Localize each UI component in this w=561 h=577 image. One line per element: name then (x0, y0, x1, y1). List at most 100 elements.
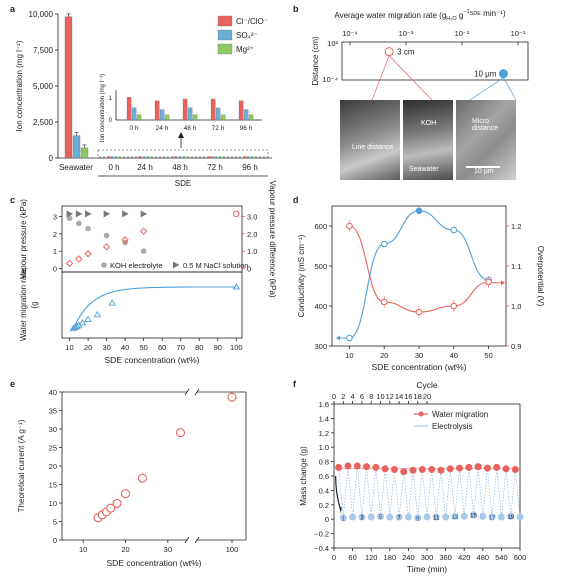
xtick2-label-f: 14 (395, 392, 403, 401)
inset-xtick-label: 96 h (240, 125, 253, 132)
xtick-label-e: 100 (226, 545, 239, 554)
inset-bar (126, 97, 132, 121)
ytick-label-f: 0.2 (319, 501, 329, 510)
xtick-label-f: 600 (514, 553, 527, 562)
xtick-label-a: 48 h (172, 163, 188, 172)
ytick-label-f: 1.2 (319, 429, 329, 438)
bar-seawater-1 (72, 135, 81, 159)
ylabel-f: Mass change (g) (299, 446, 308, 506)
xtick-label-f: 120 (365, 553, 378, 562)
point-label-b: 10 μm (474, 70, 497, 79)
point-koh (103, 232, 110, 239)
photo-label-micro-distance: Micro distance (472, 118, 499, 132)
xtick-label-f: 360 (439, 553, 452, 562)
cycle-number-label: 7 (397, 516, 401, 522)
point-water-migration (483, 464, 491, 472)
legend-marker-koh (101, 262, 107, 268)
point-conductivity (346, 334, 353, 342)
panel-label-b: b (293, 4, 299, 14)
point-water-migration (372, 463, 380, 471)
connector-b (371, 55, 390, 101)
legend-swatch-a (217, 43, 233, 55)
point-migration-rate (84, 315, 92, 322)
point-water-migration (344, 462, 352, 470)
xtick2-label-f: 10 (376, 392, 384, 401)
inset-bar (187, 107, 193, 121)
xtick2-label-f: 20 (423, 392, 431, 401)
point-diff (75, 255, 83, 263)
ytick-label-a: 10,000 (29, 10, 54, 19)
point-migration-rate (78, 319, 87, 326)
point-migration-rate (73, 322, 81, 329)
point-water-migration (390, 466, 398, 474)
xtick-label-c: 100 (230, 343, 243, 352)
ytick-label-e: 30 (49, 425, 57, 434)
point-theoretical-current (175, 428, 186, 438)
point-water-migration (418, 466, 426, 474)
ytick2-label-c: 2.0 (247, 230, 257, 239)
point-overpotential (380, 298, 388, 306)
point-electrolysis (516, 513, 524, 521)
photo-koh-seawater: KOH Seawater (403, 100, 453, 180)
xtick-label-c: 90 (214, 343, 222, 352)
inset-xtick-label: 48 h (184, 125, 197, 132)
inset-ytick: 0 (109, 118, 113, 124)
cycle-number-label: 19 (507, 515, 514, 521)
point-diff (84, 250, 92, 258)
inset-xtick-label: 72 h (212, 125, 225, 132)
point-migration-rate (232, 283, 241, 290)
point-nacl (75, 210, 83, 218)
point-water-migration (502, 465, 510, 473)
inset-bar (182, 98, 188, 121)
point-diff (121, 236, 129, 244)
xtick-label-d: 40 (450, 351, 458, 360)
ytick-label-e: 15 (49, 481, 57, 490)
ytick-label-f: 0 (325, 515, 329, 524)
point-electrolysis (367, 513, 375, 521)
ytick-label-f: 0.4 (319, 486, 329, 495)
point-electrolysis (460, 512, 468, 520)
ytick-label-d: 400 (314, 302, 327, 311)
legend-marker-nacl (173, 261, 180, 269)
cycle-number-label: 9 (416, 516, 420, 522)
point-overpotential (450, 302, 458, 310)
xtick-label-f: 180 (384, 553, 397, 562)
ytick-label-e: 5 (53, 518, 57, 527)
inset-bar (248, 114, 254, 121)
point-theoretical-current (227, 392, 237, 402)
point-nacl (140, 210, 148, 218)
point-water-migration (493, 463, 501, 471)
cycle-number-label: 5 (379, 515, 383, 521)
point-koh (140, 248, 147, 254)
ytick-label-b: 10⁻⁴ (322, 75, 338, 84)
xtick-label-c: 80 (195, 343, 203, 352)
legend-label-migration: Water migration (432, 410, 488, 419)
photo-micro-distance: Micro distance 10 μm (456, 100, 516, 180)
xtick-label-d: 30 (415, 351, 423, 360)
point-theoretical-current (120, 489, 131, 499)
inset-bar (131, 107, 137, 121)
point-electrolysis (507, 512, 515, 520)
point-electrolysis (442, 513, 450, 521)
ytick-label-f: 0.6 (319, 472, 329, 481)
ytick-label-f: −0.4 (314, 544, 329, 553)
inset-bar (210, 98, 216, 121)
title-b-part: g (457, 11, 464, 20)
ylabel-e: Theoretical current (A g⁻¹) (17, 419, 26, 512)
xlabel-c: SDE concentration (wt%) (105, 355, 200, 365)
xtick-label-d: 50 (484, 351, 492, 360)
bar-seawater-2 (80, 147, 89, 159)
panel-label-d: d (293, 195, 299, 205)
xtick2-label-f: 2 (341, 392, 345, 401)
panel-label-e: e (10, 379, 15, 389)
inset-bar (243, 109, 249, 121)
xtick-label-c: 10 (65, 343, 73, 352)
xtick2-label-f: 12 (386, 392, 394, 401)
point-koh (85, 225, 91, 232)
ytick-label-c-top: 0 (53, 265, 57, 274)
axis-break-e (184, 536, 190, 544)
ytick2-label-c: 1.0 (247, 247, 257, 256)
